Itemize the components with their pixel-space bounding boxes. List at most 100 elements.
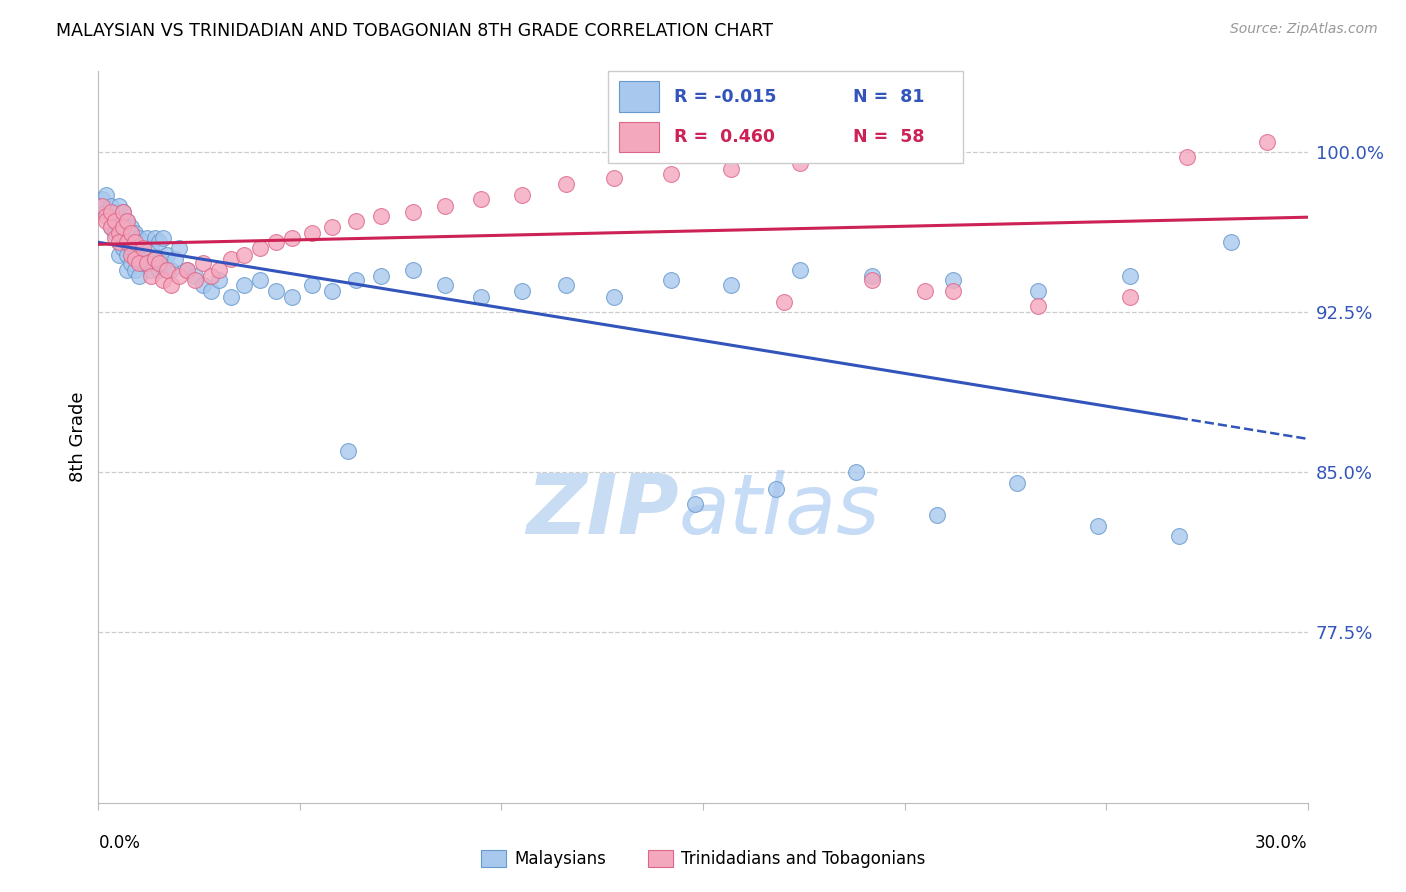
- Point: [510, 284, 533, 298]
- Point: [470, 290, 492, 304]
- Point: [845, 465, 868, 479]
- Point: [128, 269, 150, 284]
- Point: [111, 205, 134, 219]
- Point: [603, 171, 626, 186]
- Point: [176, 262, 198, 277]
- Point: [96, 188, 118, 202]
- Point: [100, 199, 122, 213]
- Point: [344, 273, 367, 287]
- Point: [221, 290, 243, 304]
- Point: [120, 227, 142, 241]
- Point: [139, 262, 162, 277]
- Text: N =  58: N = 58: [853, 128, 925, 146]
- Point: [124, 227, 146, 241]
- Bar: [619, 81, 659, 112]
- Point: [167, 269, 190, 284]
- Point: [111, 241, 134, 255]
- Point: [659, 167, 682, 181]
- Text: 30.0%: 30.0%: [1256, 834, 1308, 852]
- Point: [132, 256, 155, 270]
- Point: [139, 269, 162, 284]
- Point: [720, 277, 742, 292]
- Point: [139, 241, 162, 255]
- Point: [91, 199, 114, 213]
- Point: [321, 284, 343, 298]
- Point: [264, 235, 287, 249]
- Text: ZIP: ZIP: [526, 470, 679, 550]
- Point: [124, 262, 146, 277]
- Point: [107, 248, 129, 262]
- Point: [914, 284, 936, 298]
- Point: [156, 262, 179, 277]
- Point: [200, 269, 222, 284]
- Point: [107, 235, 129, 249]
- Point: [1220, 235, 1243, 249]
- Point: [115, 262, 138, 277]
- Bar: [619, 121, 659, 153]
- Point: [135, 252, 157, 266]
- Point: [107, 199, 129, 213]
- Point: [100, 220, 122, 235]
- Point: [124, 252, 146, 266]
- Point: [208, 262, 231, 277]
- Point: [659, 273, 682, 287]
- Point: [120, 248, 142, 262]
- Point: [128, 230, 150, 244]
- Point: [249, 273, 271, 287]
- Point: [120, 256, 142, 270]
- Point: [860, 269, 883, 284]
- Text: N =  81: N = 81: [853, 87, 925, 105]
- Point: [208, 273, 231, 287]
- Point: [184, 269, 207, 284]
- Point: [103, 213, 125, 227]
- Point: [221, 252, 243, 266]
- Text: R = -0.015: R = -0.015: [673, 87, 776, 105]
- Point: [135, 230, 157, 244]
- FancyBboxPatch shape: [609, 70, 963, 163]
- Point: [942, 284, 965, 298]
- Point: [152, 256, 174, 270]
- Point: [96, 210, 118, 224]
- Point: [143, 252, 166, 266]
- Text: R =  0.460: R = 0.460: [673, 128, 775, 146]
- Point: [148, 256, 170, 270]
- Point: [124, 248, 146, 262]
- Point: [860, 273, 883, 287]
- Point: [301, 227, 323, 241]
- Point: [111, 205, 134, 219]
- Point: [120, 241, 142, 255]
- Point: [281, 290, 304, 304]
- Point: [167, 241, 190, 255]
- Point: [264, 284, 287, 298]
- Point: [100, 205, 122, 219]
- Point: [184, 273, 207, 287]
- Point: [232, 277, 254, 292]
- Point: [402, 262, 425, 277]
- Point: [510, 188, 533, 202]
- Point: [765, 483, 787, 497]
- Point: [100, 220, 122, 235]
- Point: [115, 230, 138, 244]
- Point: [1119, 290, 1142, 304]
- Point: [111, 227, 134, 241]
- Point: [1007, 475, 1029, 490]
- Text: MALAYSIAN VS TRINIDADIAN AND TOBAGONIAN 8TH GRADE CORRELATION CHART: MALAYSIAN VS TRINIDADIAN AND TOBAGONIAN …: [56, 22, 773, 40]
- Point: [1087, 518, 1109, 533]
- Point: [160, 277, 183, 292]
- Point: [115, 235, 138, 249]
- Point: [103, 205, 125, 219]
- Point: [143, 230, 166, 244]
- Point: [107, 220, 129, 235]
- Text: 0.0%: 0.0%: [98, 834, 141, 852]
- Point: [132, 241, 155, 255]
- Point: [128, 252, 150, 266]
- Legend: Malaysians, Trinidadians and Tobagonians: Malaysians, Trinidadians and Tobagonians: [474, 843, 932, 875]
- Point: [301, 277, 323, 292]
- Point: [337, 444, 360, 458]
- Point: [107, 227, 129, 241]
- Point: [148, 262, 170, 277]
- Point: [1026, 284, 1049, 298]
- Point: [281, 230, 304, 244]
- Point: [115, 248, 138, 262]
- Point: [249, 241, 271, 255]
